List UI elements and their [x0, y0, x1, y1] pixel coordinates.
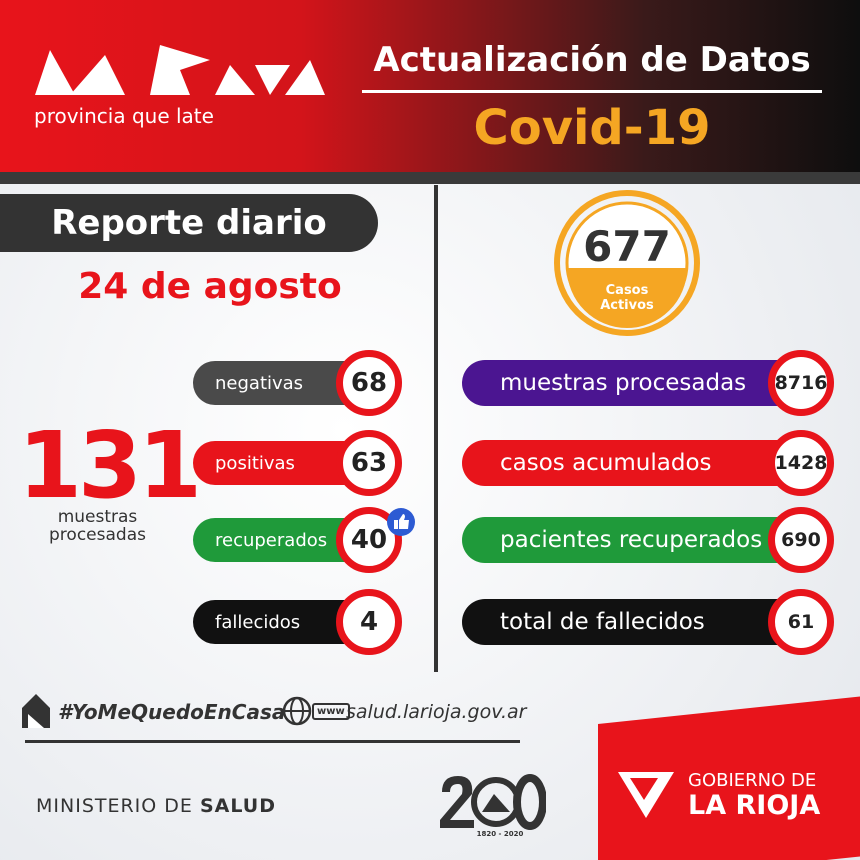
header-band [0, 0, 860, 172]
anniversary-logo [440, 774, 546, 830]
daily-value: 40 [336, 507, 402, 573]
header-rule [0, 172, 860, 184]
report-title: Reporte diario [0, 194, 378, 252]
divider [434, 185, 438, 672]
globe-icon [282, 696, 312, 726]
header-subtitle: Covid-19 [473, 100, 711, 156]
logo-tagline: provincia que late [34, 104, 214, 128]
ministry-bold: SALUD [199, 795, 276, 817]
cumulative-pill: total de fallecidos [462, 599, 802, 645]
logo-shapes [35, 45, 325, 95]
cumulative-value: 690 [768, 507, 834, 573]
hashtag: #YoMeQuedoEnCasa [58, 700, 286, 724]
report-date: 24 de agosto [78, 266, 342, 307]
active-label: Casos Activos [600, 283, 654, 313]
cumulative-value: 1428 [768, 430, 834, 496]
like-icon [387, 508, 415, 536]
cumulative-pill: pacientes recuperados [462, 517, 802, 563]
province: LA RIOJA [688, 790, 821, 821]
active-badge [554, 190, 700, 336]
ministry: MINISTERIO DE SALUD [36, 795, 276, 817]
footer-line [25, 740, 520, 743]
daily-value: 68 [336, 350, 402, 416]
daily-value: 63 [336, 430, 402, 496]
cumulative-value: 8716 [768, 350, 834, 416]
government: GOBIERNO DE [688, 770, 817, 791]
www-box: www [312, 703, 350, 720]
ministry-text: MINISTERIO DE [36, 795, 193, 817]
total-value: 131 [18, 412, 202, 519]
house-icon [22, 694, 50, 728]
website: salud.larioja.gov.ar [346, 701, 527, 723]
daily-value: 4 [336, 589, 402, 655]
cumulative-pill: casos acumulados [462, 440, 802, 486]
government-icon [618, 772, 674, 818]
cumulative-value: 61 [768, 589, 834, 655]
header-title: Actualización de Datos [373, 40, 811, 80]
anniversary-years: 1820 - 2020 [476, 830, 524, 838]
total-label: muestras procesadas [49, 507, 146, 545]
header-line [362, 90, 822, 93]
active-value: 677 [583, 222, 671, 271]
cumulative-pill: muestras procesadas [462, 360, 802, 406]
